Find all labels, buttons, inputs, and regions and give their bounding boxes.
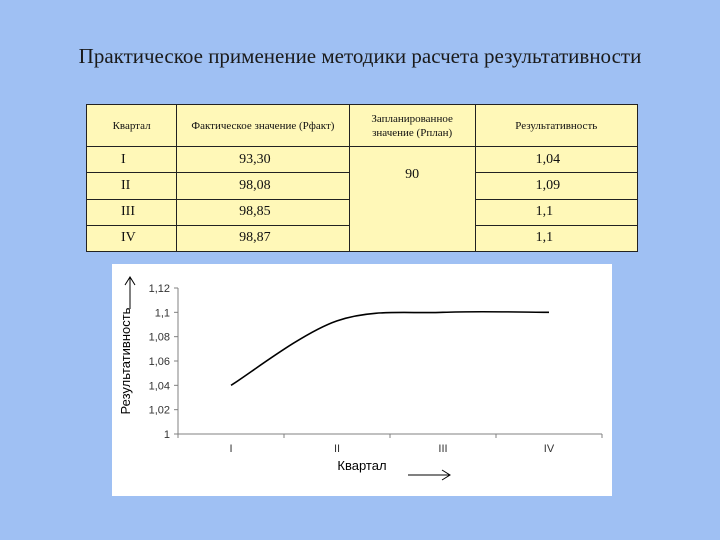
result-cell: 1,1 [474, 198, 639, 226]
table-header-row: Квартал Фактическое значение (Рфакт) Зап… [85, 103, 639, 148]
y-tick-label: 1,06 [149, 356, 170, 368]
x-tick-label: III [438, 443, 447, 455]
y-tick-label: 1 [164, 429, 170, 441]
x-axis-title: Квартал [337, 458, 451, 481]
y-tick-label: 1,08 [149, 332, 170, 344]
series-line [230, 310, 550, 387]
y-tick-label: 1,02 [149, 405, 170, 417]
quarter-cell: I [85, 146, 178, 174]
result-cell: 1,1 [474, 224, 639, 253]
result-cell: 1,09 [474, 172, 639, 200]
x-axis-label: Квартал [337, 458, 386, 473]
fact-cell: 98,87 [176, 224, 350, 253]
y-tick-label: 1,12 [149, 283, 170, 295]
x-axis-ticks: I II III IV [177, 434, 603, 455]
header-plan: Запланированное значение (Рплан) [348, 103, 476, 148]
y-arrow-head-icon [124, 276, 136, 286]
results-table: Квартал Фактическое значение (Рфакт) Зап… [85, 103, 639, 253]
quarter-cell: II [85, 172, 178, 200]
table-row: II 98,08 1,09 [85, 172, 639, 200]
quarter-cell: IV [85, 224, 178, 253]
plan-cell: 90 [348, 146, 476, 252]
x-arrow-head-icon [441, 469, 451, 481]
y-axis-ticks: 1 1,02 1,04 1,06 1,08 1,1 1,12 [149, 283, 178, 441]
table-row: I 93,30 90 1,04 [85, 146, 639, 252]
slide-title: Практическое применение методики расчета… [78, 44, 642, 68]
chart-canvas: 11,021,041,061,081,11,12 I II III IV Резуль… [118, 276, 603, 481]
x-tick-label: IV [544, 443, 555, 455]
table-row: IV 98,87 1,1 [85, 224, 639, 253]
fact-cell: 98,85 [176, 198, 350, 226]
x-tick-label: I [229, 443, 232, 455]
y-tick-label: 1,1 [155, 307, 170, 319]
fact-cell: 98,08 [176, 172, 350, 200]
fact-cell: 93,30 [176, 146, 350, 174]
y-tick-label: 1,04 [149, 380, 170, 392]
header-result: Результативность [474, 103, 639, 148]
quarter-cell: III [85, 198, 178, 226]
header-fact: Фактическое значение (Рфакт) [176, 103, 350, 148]
results-chart: 1 1,02 1,04 1,06 1,08 1,1 1,12 I II III IV Резуль… [112, 264, 612, 496]
y-axis-label: Результативность [118, 307, 133, 414]
header-quarter: Квартал [85, 103, 178, 148]
x-tick-label: II [334, 443, 340, 455]
y-axis-title: Результативность [118, 276, 136, 414]
result-cell: 1,04 [474, 146, 639, 174]
